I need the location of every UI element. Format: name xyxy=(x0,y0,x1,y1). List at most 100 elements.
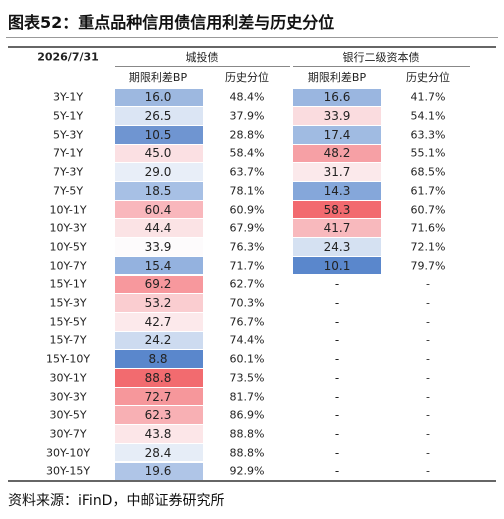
heat-cell xyxy=(115,144,203,163)
cell-text: 62.3 xyxy=(144,408,172,423)
title: 图表52：重点品种信用债信用利差与历史分位 xyxy=(8,13,335,32)
heat-cell xyxy=(115,331,203,350)
cell-text: 45.0 xyxy=(144,146,172,161)
cell-text: 33.9 xyxy=(144,239,172,254)
row-label: 30Y-5Y xyxy=(49,408,87,422)
cell-text: 81.7% xyxy=(229,390,265,404)
title-rule xyxy=(6,37,498,38)
cell-text: - xyxy=(426,296,430,310)
row-label: 10Y-3Y xyxy=(49,221,87,235)
cell-text: - xyxy=(426,315,430,329)
cell-text: 19.6 xyxy=(144,464,172,479)
cell-text: - xyxy=(426,427,430,441)
heat-cell xyxy=(115,462,203,481)
heat-cell xyxy=(293,163,381,181)
table-top-border xyxy=(8,46,496,48)
row-label: 7Y-1Y xyxy=(52,146,84,160)
heat-cell xyxy=(115,125,203,144)
cell-text: 70.3% xyxy=(229,296,265,310)
cell-text: 86.9% xyxy=(229,408,265,422)
heat-cell xyxy=(115,256,203,275)
cell-text: - xyxy=(334,352,340,367)
group-rule xyxy=(115,66,290,67)
cell-text: 54.1% xyxy=(410,109,446,123)
row-label: 5Y-1Y xyxy=(52,109,84,123)
cell-text: 48.4% xyxy=(229,90,265,104)
row-label: 15Y-1Y xyxy=(49,277,87,291)
cell-text: - xyxy=(334,426,340,441)
cell-text: - xyxy=(334,464,340,479)
cell-text: - xyxy=(334,333,340,348)
cell-text: - xyxy=(426,352,430,366)
cell-text: 26.5 xyxy=(144,109,172,124)
row-label: 15Y-10Y xyxy=(45,352,91,366)
cell-text: - xyxy=(334,445,340,460)
row-label: 10Y-5Y xyxy=(49,240,87,254)
cell-text: 88.8 xyxy=(144,370,172,385)
row-label: 7Y-5Y xyxy=(52,184,84,198)
heat-cell xyxy=(115,387,203,406)
row-label: 30Y-15Y xyxy=(45,464,91,478)
cell-text: - xyxy=(334,408,340,423)
row-label: 15Y-3Y xyxy=(49,296,87,310)
cell-text: - xyxy=(334,296,340,311)
cell-text: - xyxy=(426,446,430,460)
cell-text: 58.4% xyxy=(229,146,265,160)
table-bottom-border xyxy=(8,480,496,482)
heat-cell xyxy=(293,125,381,144)
column-header: 历史分位 xyxy=(406,71,450,84)
row-label: 30Y-3Y xyxy=(49,390,87,404)
cell-text: 58.3 xyxy=(323,202,351,217)
heat-cell xyxy=(293,238,381,256)
heat-cell xyxy=(293,144,381,163)
cell-text: - xyxy=(334,277,340,292)
cell-text: 48.2 xyxy=(323,146,351,161)
row-label: 15Y-7Y xyxy=(49,333,87,347)
column-header: 期限利差BP xyxy=(307,71,367,84)
cell-text: 29.0 xyxy=(144,165,172,180)
row-label: 30Y-10Y xyxy=(45,446,91,460)
cell-text: 44.4 xyxy=(144,221,172,236)
cell-text: 61.7% xyxy=(410,184,446,198)
cell-text: 10.1 xyxy=(323,258,351,273)
cell-text: 60.4 xyxy=(144,202,172,217)
cell-text: 78.1% xyxy=(229,184,265,198)
heat-cell xyxy=(115,294,203,312)
cell-text: 14.3 xyxy=(323,183,351,198)
heat-cell xyxy=(293,107,381,125)
heat-cell xyxy=(293,219,381,238)
row-label: 7Y-3Y xyxy=(52,165,84,179)
row-label: 30Y-7Y xyxy=(49,427,87,441)
cell-text: 88.8% xyxy=(229,446,265,460)
column-header: 历史分位 xyxy=(225,71,269,84)
heat-cell xyxy=(115,182,203,200)
cell-text: 31.7 xyxy=(323,165,351,180)
cell-text: 60.7% xyxy=(410,203,446,217)
cell-text: - xyxy=(426,464,430,478)
cell-text: - xyxy=(426,390,430,404)
heat-cell xyxy=(115,219,203,238)
cell-text: 76.7% xyxy=(229,315,265,329)
cell-text: 41.7% xyxy=(410,90,446,104)
group-header: 银行二级资本债 xyxy=(342,51,420,64)
cell-text: 24.2 xyxy=(144,333,172,348)
cell-text: 15.4 xyxy=(144,258,172,273)
cell-text: 33.9 xyxy=(323,109,351,124)
cell-text: 74.4% xyxy=(229,333,265,347)
cell-text: 60.9% xyxy=(229,203,265,217)
cell-text: 42.7 xyxy=(144,314,172,329)
cell-text: - xyxy=(426,277,430,291)
cell-text: 67.9% xyxy=(229,221,265,235)
cell-text: 88.8% xyxy=(229,427,265,441)
heat-cell xyxy=(293,256,381,275)
cell-text: 28.8% xyxy=(229,128,265,142)
cell-text: 68.5% xyxy=(410,165,446,179)
cell-text: 63.7% xyxy=(229,165,265,179)
cell-text: - xyxy=(334,389,340,404)
heat-cell xyxy=(115,406,203,425)
cell-text: 43.8 xyxy=(144,426,172,441)
cell-text: - xyxy=(426,371,430,385)
cell-text: 17.4 xyxy=(323,127,351,142)
column-header: 期限利差BP xyxy=(128,71,188,84)
cell-text: - xyxy=(426,408,430,422)
